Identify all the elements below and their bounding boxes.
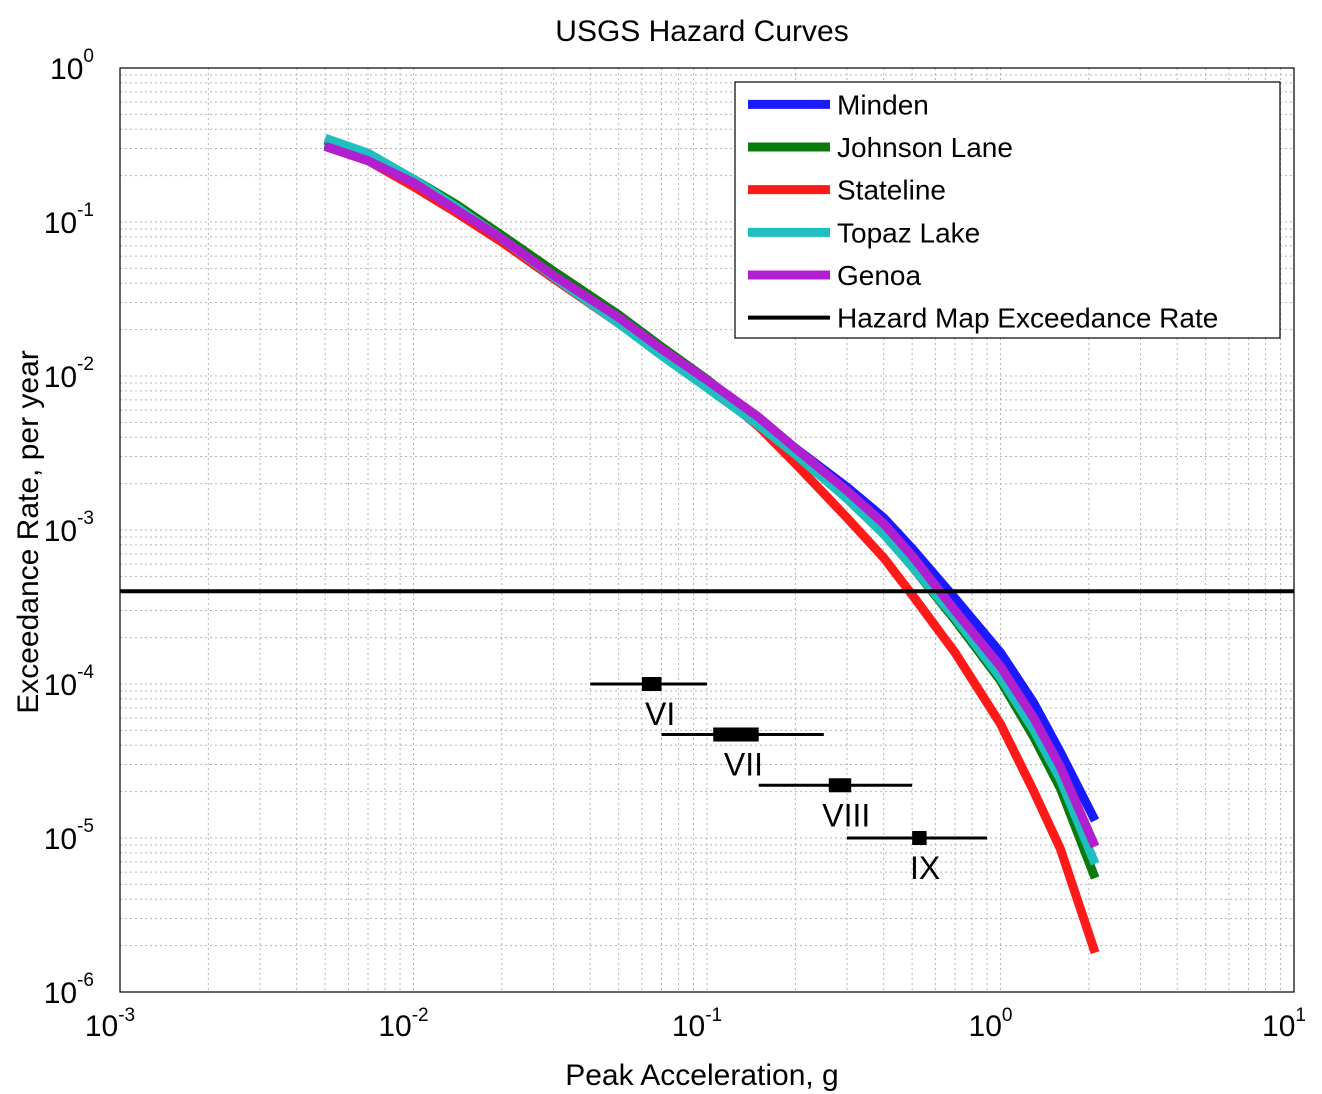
- intensity-marker: IX: [847, 831, 988, 886]
- series-lines: [120, 133, 1294, 955]
- legend-label: Johnson Lane: [837, 132, 1013, 163]
- y-tick-label: 10-1: [44, 200, 94, 240]
- legend-item: Topaz Lake: [748, 217, 980, 248]
- y-axis-label: Exceedance Rate, per year: [12, 350, 45, 714]
- series-line-genoa: [323, 142, 1100, 849]
- intensity-label: VII: [724, 746, 763, 782]
- intensity-label: VI: [645, 696, 675, 732]
- legend-label: Topaz Lake: [837, 217, 980, 248]
- y-tick-label: 100: [50, 46, 94, 86]
- legend: Minden Johnson Lane Stateline Topaz Lake Gen…: [734, 81, 1281, 339]
- legend-item: Minden: [748, 89, 929, 120]
- intensity-center-box: [641, 677, 662, 691]
- chart-title: USGS Hazard Curves: [555, 15, 848, 48]
- intensity-label: IX: [910, 850, 940, 886]
- intensity-annotations: VI VII VIII IX: [590, 677, 988, 886]
- x-tick-label: 10-2: [378, 1005, 428, 1043]
- legend-label: Stateline: [837, 175, 946, 206]
- y-tick-label: 10-3: [44, 508, 94, 548]
- legend-box: [734, 81, 1281, 339]
- legend-label: Genoa: [837, 260, 921, 291]
- x-tick-label: 10-3: [85, 1005, 135, 1043]
- legend-item: Genoa: [748, 260, 921, 291]
- intensity-center-box: [912, 831, 927, 845]
- y-tick-label: 10-4: [44, 662, 95, 702]
- intensity-marker: VII: [661, 727, 824, 782]
- legend-label: Minden: [837, 89, 929, 120]
- axis-tick-labels: 10-3 10-2 10-1 100 101 100 10-1 10-2 10-3 10-4 10-…: [44, 46, 1306, 1043]
- intensity-center-box: [713, 727, 759, 742]
- y-tick-label: 10-6: [44, 970, 94, 1010]
- y-tick-label: 10-5: [44, 816, 94, 856]
- legend-item: Hazard Map Exceedance Rate: [748, 303, 1218, 334]
- intensity-center-box: [828, 778, 852, 793]
- intensity-label: VIII: [822, 797, 870, 833]
- plot-frame: [119, 67, 1295, 993]
- x-tick-label: 10-1: [672, 1005, 722, 1043]
- legend-label: Hazard Map Exceedance Rate: [837, 303, 1218, 334]
- x-axis-label: Peak Acceleration, g: [565, 1059, 839, 1092]
- legend-item: Johnson Lane: [748, 132, 1013, 163]
- grid-lines: [119, 67, 1295, 993]
- legend-item: Stateline: [748, 175, 946, 206]
- y-tick-label: 10-2: [44, 354, 94, 394]
- intensity-marker: VIII: [758, 778, 913, 833]
- x-tick-label: 101: [1262, 1005, 1306, 1043]
- intensity-marker: VI: [590, 677, 707, 732]
- x-tick-label: 100: [969, 1005, 1013, 1043]
